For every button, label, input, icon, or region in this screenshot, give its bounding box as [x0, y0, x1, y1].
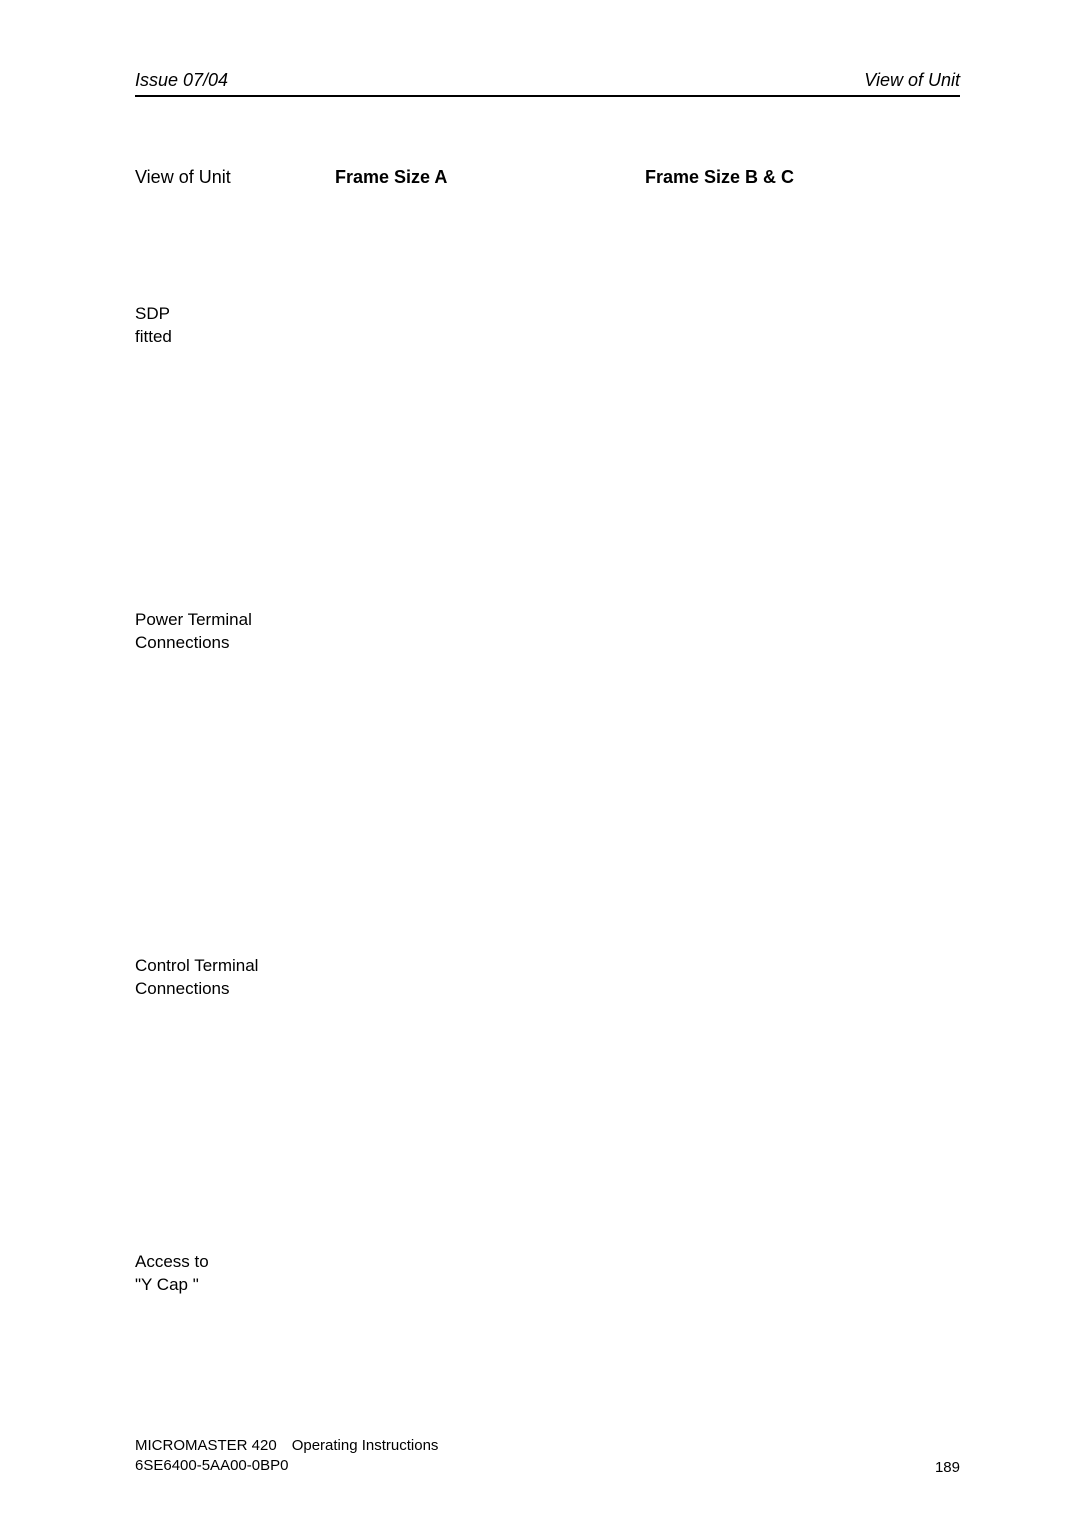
- row-ycap-line1: Access to: [135, 1251, 960, 1274]
- running-header: Issue 07/04 View of Unit: [135, 70, 960, 91]
- col-frame-size-a: Frame Size A: [335, 167, 645, 188]
- row-ctrl-line1: Control Terminal: [135, 955, 960, 978]
- row-ctrl-line2: Connections: [135, 978, 960, 1001]
- footer-doc-title: MICROMASTER 420 Operating Instructions: [135, 1436, 438, 1456]
- footer-left: MICROMASTER 420 Operating Instructions 6…: [135, 1436, 438, 1477]
- row-sdp-line1: SDP: [135, 303, 960, 326]
- col-frame-size-b-c: Frame Size B & C: [645, 167, 794, 188]
- row-sdp-fitted: SDP fitted: [135, 303, 960, 349]
- header-right: View of Unit: [864, 70, 960, 91]
- row-sdp-line2: fitted: [135, 326, 960, 349]
- footer-page-number: 189: [935, 1459, 960, 1476]
- row-control-terminal: Control Terminal Connections: [135, 955, 960, 1001]
- page: Issue 07/04 View of Unit View of Unit Fr…: [0, 0, 1080, 1528]
- page-footer: MICROMASTER 420 Operating Instructions 6…: [135, 1436, 960, 1477]
- row-ycap-line2: "Y Cap ": [135, 1274, 960, 1297]
- header-left: Issue 07/04: [135, 70, 228, 91]
- row-power-line1: Power Terminal: [135, 609, 960, 632]
- row-access-ycap: Access to "Y Cap ": [135, 1251, 960, 1297]
- footer-doc-number: 6SE6400-5AA00-0BP0: [135, 1456, 438, 1476]
- row-power-line2: Connections: [135, 632, 960, 655]
- col-view-of-unit: View of Unit: [135, 167, 335, 188]
- column-headers: View of Unit Frame Size A Frame Size B &…: [135, 167, 960, 188]
- header-rule: [135, 95, 960, 97]
- row-power-terminal: Power Terminal Connections: [135, 609, 960, 655]
